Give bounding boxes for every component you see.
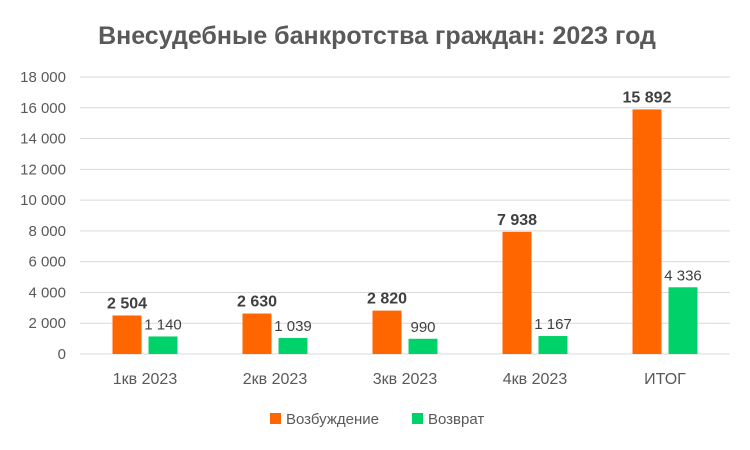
bar-vozvrat xyxy=(278,338,308,354)
legend-swatch xyxy=(412,413,423,424)
x-tick-label: 2кв 2023 xyxy=(243,371,308,388)
legend-label: Возврат xyxy=(428,411,484,428)
x-tick-label: 3кв 2023 xyxy=(373,371,438,388)
data-label: 990 xyxy=(410,319,435,336)
data-label: 15 892 xyxy=(623,89,672,106)
legend: Возбуждение Возврат xyxy=(270,411,484,428)
y-tick-label: 0 xyxy=(58,346,66,363)
data-label: 1 039 xyxy=(274,318,312,335)
legend-label: Возбуждение xyxy=(286,411,379,428)
data-label: 4 336 xyxy=(664,267,702,284)
bar-vozbuzhdenie xyxy=(502,231,532,354)
data-label: 7 938 xyxy=(497,212,537,229)
data-label: 1 167 xyxy=(534,316,572,333)
y-tick-label: 12 000 xyxy=(20,161,66,178)
data-label: 2 820 xyxy=(367,291,407,308)
chart-title: Внесудебные банкротства граждан: 2023 го… xyxy=(98,22,656,50)
data-label: 2 630 xyxy=(237,294,277,311)
y-tick-label: 8 000 xyxy=(28,223,66,240)
y-axis: 0 2 000 4 000 6 000 8 000 10 000 12 000 14 000 1… xyxy=(20,69,66,363)
bar-vozbuzhdenie xyxy=(632,109,662,354)
y-tick-label: 2 000 xyxy=(28,315,66,332)
bar-vozvrat xyxy=(408,338,438,354)
bar-vozbuzhdenie xyxy=(372,310,402,354)
x-tick-label: 1кв 2023 xyxy=(113,371,178,388)
legend-swatch xyxy=(270,413,281,424)
gridlines xyxy=(80,76,730,355)
y-tick-label: 10 000 xyxy=(20,192,66,209)
data-label: 1 140 xyxy=(144,316,182,333)
y-tick-label: 18 000 xyxy=(20,69,66,86)
y-tick-label: 6 000 xyxy=(28,254,66,271)
bar-vozvrat xyxy=(148,336,178,354)
y-tick-label: 16 000 xyxy=(20,100,66,117)
x-axis: 1кв 2023 2кв 2023 3кв 2023 4кв 2023 ИТОГ xyxy=(113,371,686,388)
bars xyxy=(112,109,698,354)
bar-vozvrat xyxy=(668,287,698,354)
bar-vozbuzhdenie xyxy=(112,315,142,354)
y-tick-label: 4 000 xyxy=(28,284,66,301)
x-tick-label: ИТОГ xyxy=(644,371,686,388)
y-tick-label: 14 000 xyxy=(20,131,66,148)
bar-vozbuzhdenie xyxy=(242,313,272,354)
x-tick-label: 4кв 2023 xyxy=(503,371,568,388)
bar-vozvrat xyxy=(538,336,568,354)
data-label: 2 504 xyxy=(107,295,147,312)
